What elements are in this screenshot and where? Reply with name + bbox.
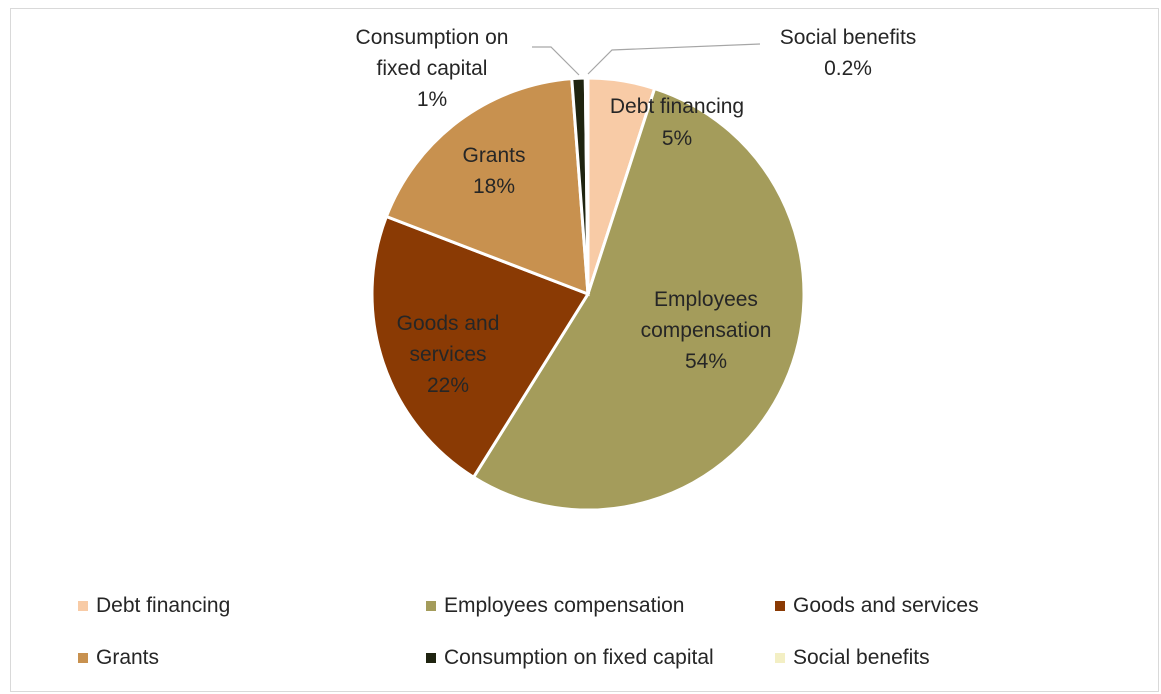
data-label: Employees compensation 54% xyxy=(641,288,772,373)
data-label: Goods and services 22% xyxy=(397,312,500,397)
pie-slice xyxy=(384,77,590,297)
data-label: Consumption on fixed capital 1% xyxy=(356,26,509,111)
data-label: Social benefits 0.2% xyxy=(780,26,917,80)
data-label: Debt financing 5% xyxy=(610,95,744,150)
pie-slice xyxy=(370,214,591,480)
pie-slice xyxy=(583,76,590,295)
leader-line xyxy=(587,43,761,75)
pie-slice xyxy=(471,86,806,512)
leader-line xyxy=(532,46,580,76)
data-label: Grants 18% xyxy=(462,144,525,198)
